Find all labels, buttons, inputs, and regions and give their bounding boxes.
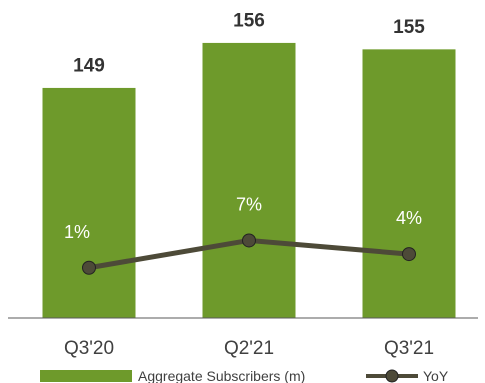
yoy-value-label: 1% <box>64 222 90 242</box>
yoy-value-label: 4% <box>396 208 422 228</box>
bar <box>361 48 457 319</box>
legend-label-line: YoY <box>423 368 449 383</box>
bar-value-label: 155 <box>393 17 425 38</box>
x-tick-label: Q3'21 <box>384 338 434 359</box>
bar-value-labels: 149 156 155 <box>73 10 425 76</box>
x-tick-label: Q3'20 <box>64 338 114 359</box>
bar-value-label: 149 <box>73 55 105 76</box>
legend-swatch-bar <box>40 370 132 382</box>
x-tick-labels: Q3'20 Q2'21 Q3'21 <box>64 338 434 359</box>
yoy-marker <box>242 233 256 248</box>
bars-layer <box>41 41 457 319</box>
yoy-labels: 1% 7% 4% <box>64 194 422 241</box>
yoy-line-layer <box>82 233 416 275</box>
yoy-marker <box>402 247 416 262</box>
legend-swatch-marker <box>385 369 399 383</box>
yoy-value-label: 7% <box>236 194 262 214</box>
x-tick-label: Q2'21 <box>224 338 274 359</box>
bar <box>201 41 297 319</box>
yoy-marker <box>82 260 96 275</box>
legend-label-bar: Aggregate Subscribers (m) <box>138 368 305 383</box>
bar <box>41 86 137 319</box>
legend: Aggregate Subscribers (m) YoY <box>40 368 449 383</box>
bar-value-label: 156 <box>233 10 265 31</box>
